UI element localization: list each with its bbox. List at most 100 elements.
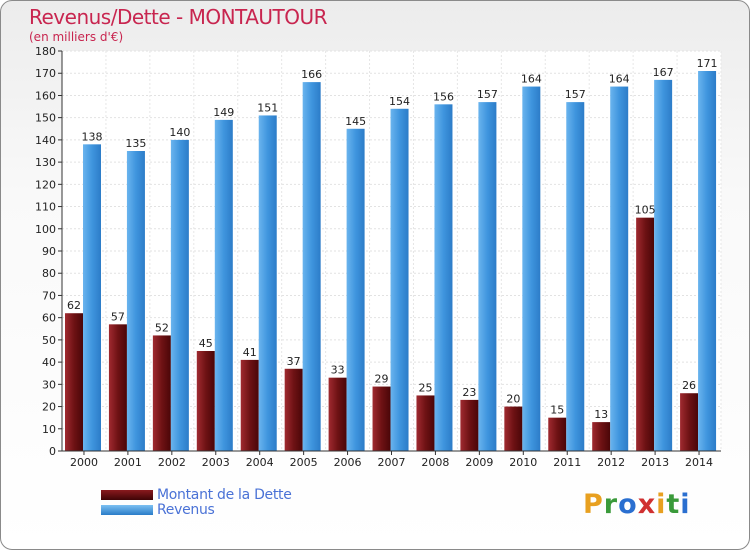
data-label-revenus: 154: [389, 95, 410, 108]
data-label-debt: 20: [506, 393, 520, 406]
x-tick-label: 2010: [509, 456, 537, 469]
x-tick-label: 2000: [70, 456, 98, 469]
bar-debt: [680, 393, 699, 451]
x-tick-label: 2009: [465, 456, 493, 469]
x-tick-label: 2005: [290, 456, 318, 469]
bar-revenus: [258, 115, 277, 451]
bar-revenus: [83, 144, 101, 452]
y-tick-label: 100: [35, 223, 56, 236]
proxiti-logo: Proxiti: [583, 489, 691, 520]
y-tick-label: 160: [35, 89, 56, 102]
bar-debt: [328, 377, 347, 451]
data-label-debt: 15: [550, 404, 564, 417]
bar-debt: [636, 217, 655, 451]
bar-revenus: [566, 102, 585, 451]
x-tick-label: 2014: [685, 456, 713, 469]
data-label-debt: 105: [635, 204, 656, 217]
bar-revenus: [698, 71, 717, 451]
y-tick-label: 140: [35, 134, 56, 147]
x-tick-label: 2003: [202, 456, 230, 469]
bar-revenus: [126, 151, 145, 451]
bar-debt: [416, 395, 435, 451]
legend-item-revenus: Revenus: [101, 502, 215, 518]
logo-letter: r: [603, 489, 619, 520]
data-label-debt: 41: [243, 346, 257, 359]
chart-title: Revenus/Dette - MONTAUTOUR: [29, 5, 328, 29]
legend-label-revenus: Revenus: [157, 502, 215, 518]
data-label-revenus: 151: [257, 101, 278, 114]
legend-item-debt: Montant de la Dette: [101, 487, 292, 503]
y-tick-label: 180: [35, 45, 56, 58]
bar-revenus: [434, 104, 453, 451]
bar-debt: [592, 422, 611, 451]
x-tick-label: 2001: [114, 456, 142, 469]
bar-debt: [504, 406, 523, 451]
y-tick-label: 10: [42, 423, 56, 436]
data-label-debt: 23: [462, 386, 476, 399]
bar-debt: [548, 417, 567, 451]
bar-debt: [196, 351, 215, 451]
data-label-revenus: 140: [169, 126, 190, 139]
logo-letter: i: [656, 489, 667, 520]
y-tick-label: 120: [35, 178, 56, 191]
data-label-revenus: 164: [609, 73, 630, 86]
bar-debt: [65, 313, 83, 451]
data-label-revenus: 156: [433, 90, 454, 103]
bar-revenus: [302, 82, 321, 451]
data-label-revenus: 138: [82, 130, 103, 143]
legend-label-debt: Montant de la Dette: [157, 487, 292, 503]
logo-letter: i: [680, 489, 691, 520]
y-tick-label: 20: [42, 401, 56, 414]
data-label-debt: 26: [682, 379, 696, 392]
y-tick-label: 80: [42, 267, 56, 280]
x-tick-label: 2006: [334, 456, 362, 469]
y-tick-label: 0: [49, 445, 56, 458]
data-label-revenus: 149: [213, 106, 234, 119]
data-label-revenus: 167: [653, 66, 674, 79]
bar-revenus: [346, 128, 365, 451]
x-tick-label: 2013: [641, 456, 669, 469]
x-tick-label: 2011: [553, 456, 581, 469]
x-tick-label: 2002: [158, 456, 186, 469]
data-label-debt: 52: [155, 321, 169, 334]
logo-letter: x: [637, 489, 657, 520]
data-label-debt: 37: [287, 355, 301, 368]
bar-revenus: [610, 86, 629, 452]
data-label-debt: 57: [111, 310, 125, 323]
data-label-revenus: 145: [345, 115, 366, 128]
data-label-debt: 25: [418, 381, 432, 394]
logo-letter: P: [583, 489, 604, 520]
data-label-debt: 45: [199, 337, 213, 350]
bar-debt: [152, 335, 171, 451]
bar-debt: [108, 324, 127, 451]
bar-debt: [460, 399, 479, 451]
legend-swatch-debt: [101, 490, 153, 500]
y-tick-label: 170: [35, 67, 56, 80]
data-label-revenus: 157: [565, 88, 586, 101]
legend-swatch-revenus: [101, 505, 153, 515]
chart-subtitle: (en milliers d'€): [29, 30, 124, 44]
y-tick-label: 110: [35, 201, 56, 214]
y-tick-label: 70: [42, 289, 56, 302]
bar-debt: [284, 368, 303, 451]
data-label-debt: 13: [594, 408, 608, 421]
logo-letter: t: [666, 489, 681, 520]
data-label-debt: 29: [375, 373, 389, 386]
data-label-revenus: 164: [521, 73, 542, 86]
bar-revenus: [170, 139, 189, 451]
data-label-revenus: 171: [697, 57, 718, 70]
x-tick-label: 2012: [597, 456, 625, 469]
data-label-revenus: 166: [301, 68, 322, 81]
bar-revenus: [654, 79, 673, 451]
y-tick-label: 130: [35, 156, 56, 169]
bar-revenus: [522, 86, 541, 452]
bar-revenus: [390, 108, 409, 452]
data-label-debt: 62: [67, 299, 81, 312]
x-tick-label: 2008: [421, 456, 449, 469]
data-label-revenus: 157: [477, 88, 498, 101]
logo-letter: o: [618, 489, 638, 520]
bar-revenus: [478, 102, 497, 451]
bar-debt: [372, 386, 391, 451]
